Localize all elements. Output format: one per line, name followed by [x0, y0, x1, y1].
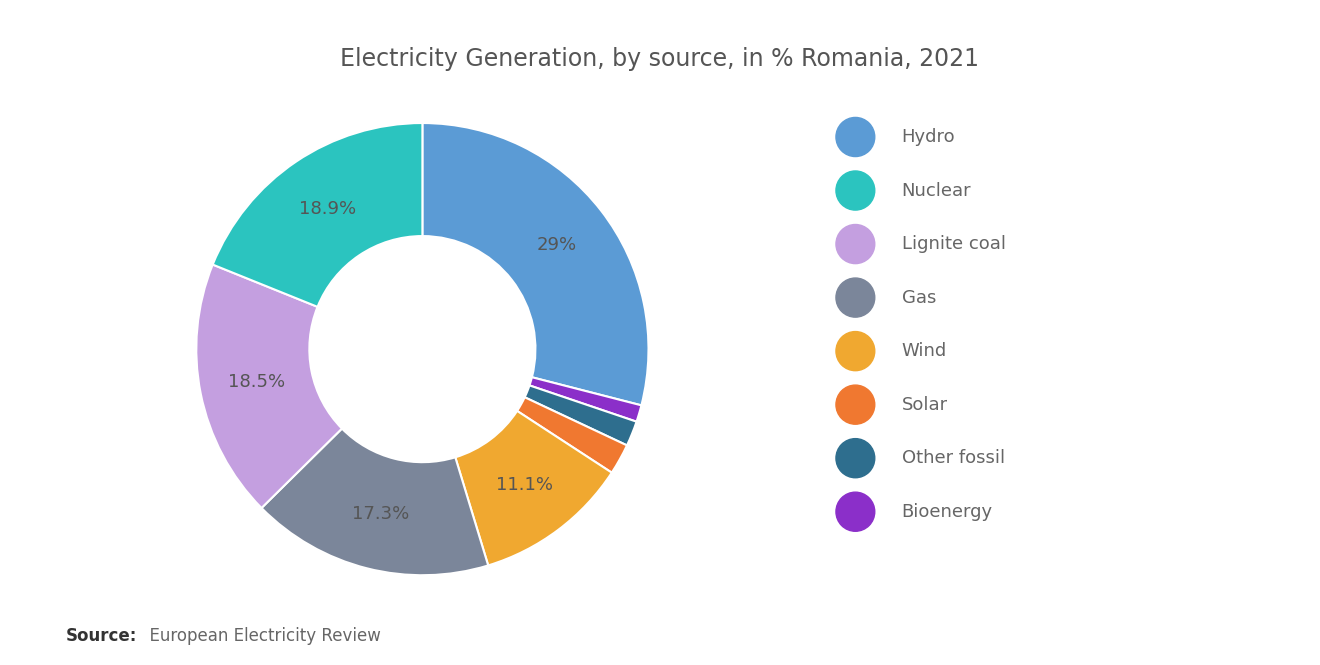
Circle shape [836, 385, 875, 424]
Wedge shape [517, 397, 627, 473]
Text: 17.3%: 17.3% [352, 505, 409, 523]
Wedge shape [213, 123, 422, 307]
Circle shape [836, 439, 875, 477]
Text: 11.1%: 11.1% [496, 475, 553, 493]
Text: 18.9%: 18.9% [298, 200, 356, 217]
Circle shape [836, 492, 875, 531]
Text: Wind: Wind [902, 342, 946, 360]
Text: Other fossil: Other fossil [902, 449, 1005, 467]
Wedge shape [524, 386, 636, 446]
Text: Hydro: Hydro [902, 128, 956, 146]
Text: Gas: Gas [902, 289, 936, 307]
Text: European Electricity Review: European Electricity Review [139, 627, 380, 645]
Circle shape [836, 118, 875, 156]
Wedge shape [529, 377, 642, 422]
Text: 29%: 29% [536, 236, 577, 254]
Wedge shape [197, 265, 342, 508]
Text: Electricity Generation, by source, in % Romania, 2021: Electricity Generation, by source, in % … [341, 47, 979, 70]
Circle shape [836, 171, 875, 210]
Circle shape [836, 225, 875, 263]
Text: Solar: Solar [902, 396, 948, 414]
Circle shape [836, 332, 875, 370]
Wedge shape [261, 428, 488, 575]
Text: Lignite coal: Lignite coal [902, 235, 1006, 253]
Wedge shape [455, 411, 611, 565]
Circle shape [836, 278, 875, 317]
Text: Bioenergy: Bioenergy [902, 503, 993, 521]
Text: Nuclear: Nuclear [902, 182, 972, 200]
Wedge shape [422, 123, 648, 406]
Text: 18.5%: 18.5% [227, 374, 285, 392]
Text: Source:: Source: [66, 627, 137, 645]
